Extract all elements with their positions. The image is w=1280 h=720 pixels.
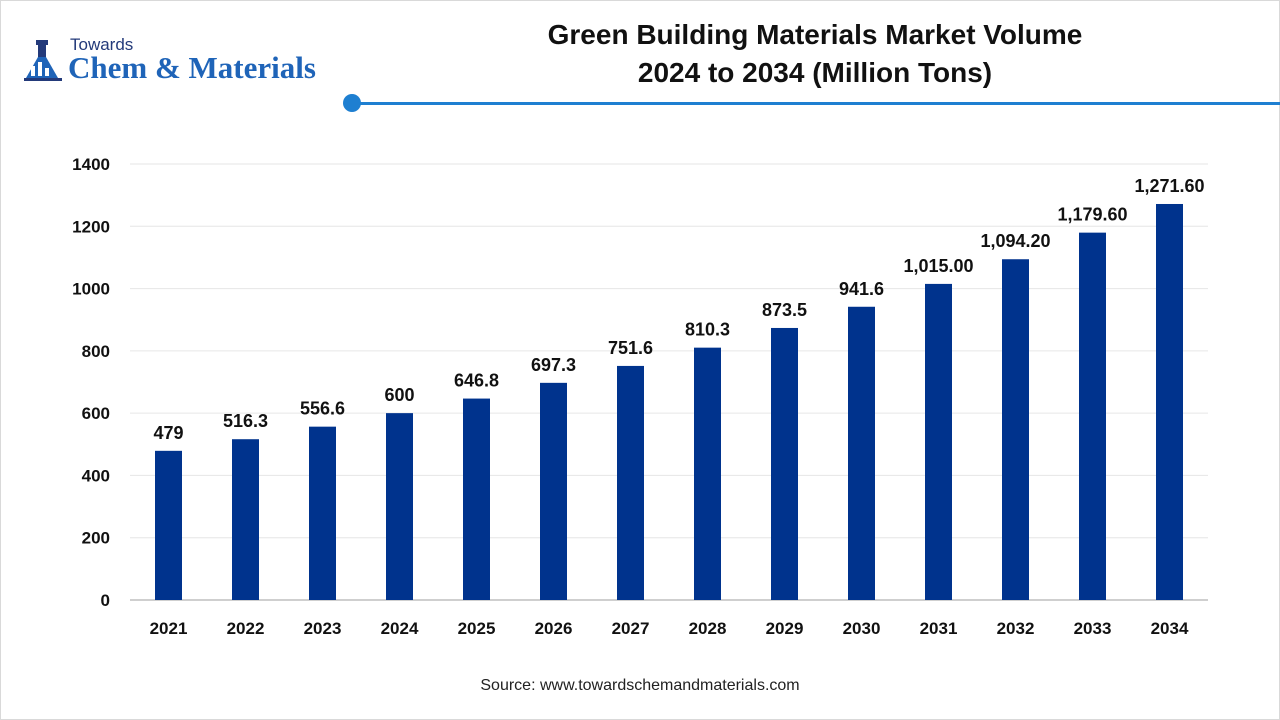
y-tick-label: 400 — [82, 466, 110, 485]
data-label: 556.6 — [300, 399, 345, 419]
data-label: 1,094.20 — [980, 231, 1050, 251]
y-tick-label: 1200 — [72, 217, 110, 236]
bar — [540, 382, 567, 600]
x-tick-label: 2021 — [150, 619, 188, 638]
y-tick-label: 600 — [82, 404, 110, 423]
header-rule-line — [356, 102, 1280, 105]
data-label: 697.3 — [531, 355, 576, 375]
x-tick-label: 2023 — [304, 619, 342, 638]
bar — [463, 398, 490, 600]
bar — [1079, 232, 1106, 600]
data-label: 751.6 — [608, 338, 653, 358]
data-label: 1,179.60 — [1057, 205, 1127, 225]
data-label: 479 — [153, 423, 183, 443]
x-tick-label: 2030 — [843, 619, 881, 638]
data-label: 600 — [384, 385, 414, 405]
y-tick-label: 800 — [82, 342, 110, 361]
y-tick-label: 1400 — [72, 155, 110, 174]
chart-title: Green Building Materials Market Volume 2… — [450, 16, 1180, 92]
bar — [771, 327, 798, 600]
x-tick-label: 2034 — [1151, 619, 1189, 638]
data-label: 646.8 — [454, 371, 499, 391]
x-tick-label: 2024 — [381, 619, 419, 638]
y-tick-label: 0 — [101, 591, 110, 610]
bar — [309, 426, 336, 600]
data-label: 516.3 — [223, 411, 268, 431]
x-tick-label: 2022 — [227, 619, 265, 638]
data-label: 941.6 — [839, 279, 884, 299]
flask-logo-icon — [24, 40, 62, 81]
chart-title-line1: Green Building Materials Market Volume — [547, 19, 1083, 50]
bar — [1156, 203, 1183, 600]
logo-text-small: Towards — [70, 35, 134, 54]
header-rule-dot — [343, 94, 361, 112]
bar — [1002, 259, 1029, 600]
x-tick-label: 2027 — [612, 619, 650, 638]
bar — [694, 347, 721, 600]
data-label: 873.5 — [762, 300, 807, 320]
bar — [617, 365, 644, 600]
y-tick-label: 1000 — [72, 280, 110, 299]
y-tick-label: 200 — [82, 529, 110, 548]
chart-title-line2: 2024 to 2034 (Million Tons) — [637, 57, 993, 88]
logo: Towards Chem & Materials — [22, 34, 342, 90]
bar — [925, 283, 952, 600]
bar — [232, 439, 259, 600]
x-tick-label: 2025 — [458, 619, 496, 638]
x-tick-label: 2032 — [997, 619, 1035, 638]
logo-text-brand: Chem & Materials — [68, 50, 316, 85]
x-tick-label: 2026 — [535, 619, 573, 638]
bar — [848, 306, 875, 600]
x-tick-label: 2031 — [920, 619, 958, 638]
x-tick-label: 2028 — [689, 619, 727, 638]
bar — [155, 450, 182, 600]
data-label: 810.3 — [685, 320, 730, 340]
source-note: Source: www.towardschemandmaterials.com — [480, 677, 800, 694]
data-label: 1,271.60 — [1134, 176, 1204, 196]
x-tick-label: 2029 — [766, 619, 804, 638]
x-tick-label: 2033 — [1074, 619, 1112, 638]
data-label: 1,015.00 — [903, 256, 973, 276]
bar — [386, 413, 413, 600]
